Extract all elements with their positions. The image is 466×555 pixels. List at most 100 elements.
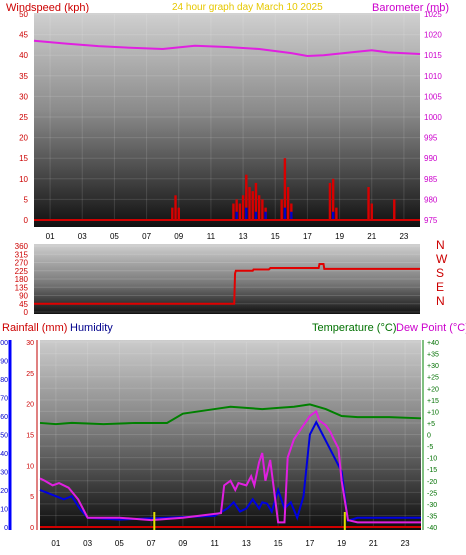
bottom-x-tick-label: 19 — [337, 539, 346, 548]
direction-y-tick-label: 270 — [15, 259, 29, 268]
barometer-y-tick-label: 1025 — [424, 10, 442, 19]
wind-gust-bar — [248, 187, 251, 220]
bottom-x-tick-label: 17 — [305, 539, 314, 548]
barometer-title: Barometer (mb) — [372, 2, 449, 14]
rain-y-tick-label: 40 — [0, 451, 8, 458]
bottom-x-tick-label: 01 — [51, 539, 60, 548]
humidity-y-tick-label: 0 — [30, 525, 34, 532]
wind-gust-bar — [335, 207, 338, 220]
temperature-line — [39, 403, 422, 426]
wind-average-bar — [254, 211, 258, 220]
wind-x-tick-label: 09 — [174, 232, 183, 241]
compass-label: N — [436, 294, 445, 308]
wind-average-bar — [290, 211, 293, 220]
temperature-y-tick-label: +20 — [427, 386, 439, 393]
wind-x-tick-label: 13 — [239, 232, 248, 241]
humidity-y-tick-label: 25 — [26, 371, 34, 378]
wind-gust-bar — [238, 203, 242, 220]
barometer-y-tick-label: 975 — [424, 216, 438, 225]
temperature-y-tick-label: +40 — [427, 340, 439, 347]
compass-label: E — [436, 280, 444, 294]
direction-y-tick-label: 90 — [19, 292, 28, 301]
wind-gust-bar — [257, 195, 261, 220]
direction-y-tick-label: 135 — [15, 283, 29, 292]
barometer-y-tick-label: 1010 — [424, 72, 442, 81]
temperature-y-tick-label: +25 — [427, 375, 439, 382]
wind-gust-bar — [251, 191, 254, 220]
wind-direction-line — [34, 262, 420, 305]
wind-y-tick-label: 35 — [19, 72, 28, 81]
bottom-x-tick-label: 13 — [242, 539, 251, 548]
temperature-y-tick-label: +5 — [427, 421, 435, 428]
bottom-x-tick-label: 11 — [210, 539, 219, 548]
windspeed-title: Windspeed (kph) — [6, 2, 89, 14]
temperature-y-tick-label: -40 — [427, 525, 437, 532]
temperature-y-tick-label: 0 — [427, 433, 431, 440]
graph-date-title: 24 hour graph day March 10 2025 — [172, 2, 323, 13]
bottom-x-tick-label: 09 — [178, 539, 187, 548]
barometer-y-tick-label: 1015 — [424, 51, 442, 60]
wind-x-tick-label: 15 — [271, 232, 280, 241]
dew-point-line — [39, 409, 421, 524]
direction-y-tick-label: 45 — [19, 300, 28, 309]
rain-y-tick-label: 30 — [0, 470, 8, 477]
humidity-y-tick-label: 10 — [26, 463, 34, 470]
bottom-x-tick-label: 21 — [369, 539, 378, 548]
bottom-x-tick-label: 05 — [115, 539, 124, 548]
wind-x-tick-label: 05 — [110, 232, 119, 241]
wind-gust-bar — [245, 174, 248, 220]
wind-x-tick-label: 19 — [335, 232, 344, 241]
temperature-y-tick-label: -10 — [427, 456, 437, 463]
wind-average-bar — [283, 207, 287, 220]
wind-y-tick-label: 0 — [24, 216, 29, 225]
temperature-title: Temperature (°C) — [312, 322, 396, 334]
wind-average-bar — [235, 211, 238, 220]
humidity-y-tick-label: 30 — [26, 340, 34, 347]
wind-average-bar — [331, 211, 335, 220]
rain-y-tick-label: 20 — [0, 488, 8, 495]
barometer-y-tick-label: 1020 — [424, 31, 442, 40]
direction-y-tick-label: 360 — [15, 242, 29, 251]
direction-y-tick-label: 180 — [15, 275, 29, 284]
wind-gust-bar — [177, 207, 180, 220]
wind-gust-bar — [331, 178, 335, 220]
wind-gust-bar — [328, 182, 332, 220]
temperature-y-tick-label: -15 — [427, 467, 437, 474]
wind-gust-bar — [393, 199, 396, 220]
temperature-y-tick-label: -25 — [427, 490, 437, 497]
wind-x-tick-label: 21 — [367, 232, 376, 241]
bottom-x-tick-label: 07 — [147, 539, 156, 548]
direction-y-tick-label: 0 — [24, 308, 29, 317]
temperature-y-tick-label: -35 — [427, 513, 437, 520]
temperature-y-tick-label: +10 — [427, 409, 439, 416]
wind-gust-bar — [254, 182, 258, 220]
barometer-y-tick-label: 1005 — [424, 92, 442, 101]
barometer-y-tick-label: 995 — [424, 134, 438, 143]
wind-y-tick-label: 30 — [19, 92, 28, 101]
wind-y-tick-label: 45 — [19, 31, 28, 40]
rain-y-tick-label: 100 — [0, 340, 8, 347]
wind-gust-bar — [283, 158, 287, 220]
compass-label: S — [436, 266, 444, 280]
rain-y-tick-label: 90 — [0, 359, 8, 366]
humidity-y-tick-label: 5 — [30, 494, 34, 501]
wind-gust-bar — [370, 203, 373, 220]
compass-label: N — [436, 238, 445, 252]
wind-average-bar — [264, 211, 267, 220]
humidity-y-tick-label: 20 — [26, 402, 34, 409]
temperature-y-tick-label: -5 — [427, 444, 433, 451]
wind-x-tick-label: 07 — [142, 232, 151, 241]
humidity-title: Humidity — [70, 322, 113, 334]
wind-gust-bar — [174, 195, 177, 220]
temperature-y-tick-label: -20 — [427, 479, 437, 486]
barometer-y-tick-label: 1000 — [424, 113, 442, 122]
wind-y-tick-label: 10 — [19, 175, 28, 184]
barometer-y-tick-label: 990 — [424, 154, 438, 163]
rain-y-tick-label: 10 — [0, 507, 8, 514]
wind-x-tick-label: 03 — [78, 232, 87, 241]
temperature-y-tick-label: +15 — [427, 398, 439, 405]
